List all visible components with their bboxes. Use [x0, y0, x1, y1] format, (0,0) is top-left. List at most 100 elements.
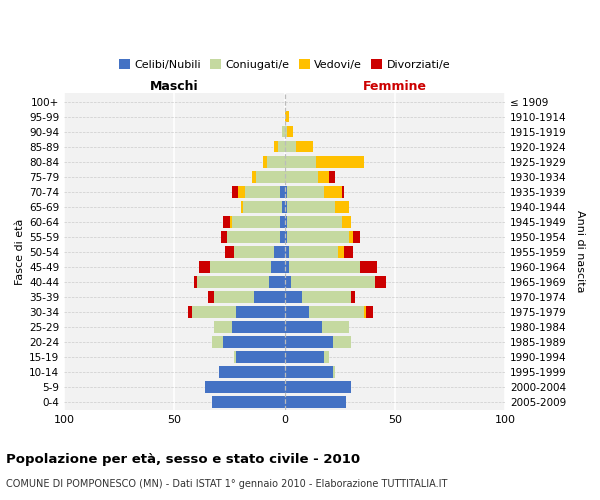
Bar	[232, 321, 284, 332]
Y-axis label: Anni di nascita: Anni di nascita	[575, 210, 585, 293]
Bar	[188, 306, 192, 318]
Bar	[274, 246, 284, 258]
Bar	[199, 261, 210, 272]
Bar	[284, 171, 318, 182]
Bar	[344, 246, 353, 258]
Bar	[333, 366, 335, 378]
Bar	[309, 306, 364, 318]
Bar	[267, 156, 284, 168]
Bar	[366, 306, 373, 318]
Bar	[342, 186, 344, 198]
Bar	[325, 186, 342, 198]
Bar	[236, 306, 284, 318]
Bar	[284, 111, 289, 122]
Bar	[214, 291, 254, 302]
Bar	[284, 126, 287, 138]
Bar	[232, 216, 280, 228]
Bar	[234, 351, 236, 362]
Bar	[284, 201, 287, 212]
Bar	[287, 216, 342, 228]
Bar	[342, 216, 351, 228]
Bar	[284, 351, 325, 362]
Bar	[287, 126, 293, 138]
Bar	[243, 201, 283, 212]
Bar	[296, 141, 313, 152]
Bar	[227, 231, 280, 242]
Text: Popolazione per età, sesso e stato civile - 2010: Popolazione per età, sesso e stato civil…	[6, 452, 360, 466]
Bar	[284, 276, 291, 287]
Text: COMUNE DI POMPONESCO (MN) - Dati ISTAT 1° gennaio 2010 - Elaborazione TUTTITALIA: COMUNE DI POMPONESCO (MN) - Dati ISTAT 1…	[6, 479, 448, 489]
Bar	[291, 276, 375, 287]
Bar	[284, 156, 316, 168]
Bar	[278, 141, 284, 152]
Bar	[205, 381, 284, 392]
Bar	[283, 126, 284, 138]
Bar	[302, 291, 351, 302]
Bar	[351, 291, 355, 302]
Bar	[210, 261, 271, 272]
Bar	[322, 321, 349, 332]
Bar	[284, 216, 287, 228]
Bar	[375, 276, 386, 287]
Bar	[280, 231, 284, 242]
Bar	[364, 306, 366, 318]
Bar	[254, 291, 284, 302]
Bar	[230, 216, 232, 228]
Legend: Celibi/Nubili, Coniugati/e, Vedovi/e, Divorziati/e: Celibi/Nubili, Coniugati/e, Vedovi/e, Di…	[115, 54, 455, 74]
Bar	[353, 231, 359, 242]
Bar	[245, 186, 280, 198]
Bar	[251, 171, 256, 182]
Bar	[316, 156, 364, 168]
Bar	[223, 216, 230, 228]
Bar	[225, 246, 234, 258]
Bar	[280, 186, 284, 198]
Bar	[241, 201, 243, 212]
Bar	[338, 246, 344, 258]
Bar	[284, 381, 351, 392]
Bar	[284, 336, 333, 347]
Bar	[256, 171, 284, 182]
Bar	[325, 351, 329, 362]
Bar	[284, 366, 333, 378]
Bar	[221, 231, 227, 242]
Bar	[284, 321, 322, 332]
Bar	[284, 186, 287, 198]
Bar	[283, 201, 284, 212]
Bar	[269, 276, 284, 287]
Bar	[284, 261, 289, 272]
Bar	[333, 336, 351, 347]
Bar	[274, 141, 278, 152]
Bar	[223, 336, 284, 347]
Bar	[263, 156, 267, 168]
Bar	[232, 186, 238, 198]
Bar	[284, 141, 296, 152]
Bar	[192, 306, 236, 318]
Bar	[318, 171, 329, 182]
Text: Femmine: Femmine	[363, 80, 427, 92]
Bar	[287, 201, 335, 212]
Bar	[238, 186, 245, 198]
Bar	[359, 261, 377, 272]
Bar	[212, 396, 284, 407]
Bar	[287, 186, 325, 198]
Y-axis label: Fasce di età: Fasce di età	[15, 218, 25, 285]
Bar	[236, 351, 284, 362]
Bar	[289, 246, 338, 258]
Bar	[194, 276, 197, 287]
Bar	[287, 231, 349, 242]
Bar	[284, 246, 289, 258]
Bar	[271, 261, 284, 272]
Bar	[329, 171, 335, 182]
Bar	[212, 336, 223, 347]
Bar	[208, 291, 214, 302]
Bar	[289, 261, 359, 272]
Bar	[335, 201, 349, 212]
Bar	[234, 246, 274, 258]
Bar	[284, 231, 287, 242]
Bar	[349, 231, 353, 242]
Bar	[284, 396, 346, 407]
Bar	[218, 366, 284, 378]
Bar	[214, 321, 232, 332]
Text: Maschi: Maschi	[150, 80, 199, 92]
Bar	[280, 216, 284, 228]
